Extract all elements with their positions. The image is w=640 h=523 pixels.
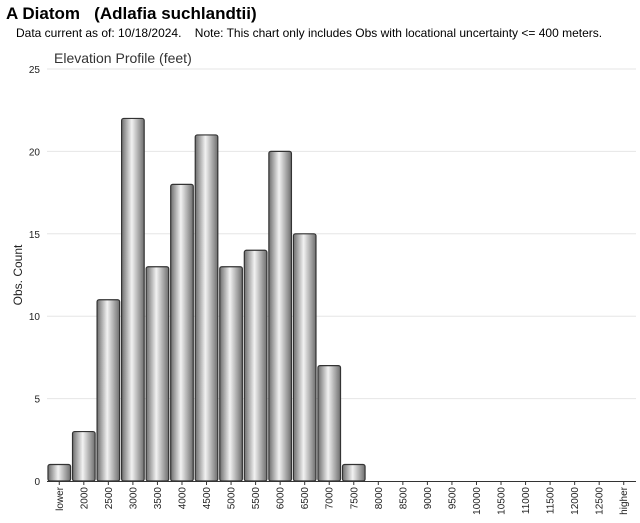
y-axis-label: Obs. Count — [11, 244, 25, 305]
bar-3500 — [145, 266, 170, 482]
y-tick-label: 10 — [29, 312, 41, 323]
chart-title: Elevation Profile (feet) — [54, 50, 192, 66]
x-tick-label-12500: 12500 — [595, 487, 606, 515]
x-tick-label-4500: 4500 — [202, 487, 213, 510]
bar-5000 — [219, 266, 243, 482]
x-tick-label-10500: 10500 — [497, 487, 508, 515]
bar-7000 — [317, 365, 342, 482]
y-tick-label: 20 — [29, 147, 41, 158]
bar-6000 — [268, 150, 293, 482]
y-tick-label: 15 — [29, 230, 41, 241]
x-tick-label-9500: 9500 — [447, 487, 458, 510]
x-tick-label-8000: 8000 — [374, 487, 385, 510]
y-tick-label: 25 — [29, 65, 41, 76]
x-tick-label-10000: 10000 — [472, 487, 483, 515]
x-tick-label-lower: lower — [55, 486, 66, 511]
x-tick-label-higher: higher — [619, 486, 630, 514]
page-title: A Diatom (Adlafia suchlandtii) — [6, 4, 257, 23]
bar-5500 — [243, 249, 268, 482]
x-tick-label-11000: 11000 — [521, 487, 532, 515]
x-tick-label-5000: 5000 — [227, 487, 238, 510]
bar-2500 — [96, 299, 121, 482]
x-tick-label-6000: 6000 — [276, 487, 287, 510]
x-tick-label-3000: 3000 — [128, 487, 139, 510]
data-note: Data current as of: 10/18/2024. Note: Th… — [16, 26, 603, 40]
x-tick-label-11500: 11500 — [546, 487, 557, 515]
bar-4500 — [194, 134, 219, 482]
x-tick-label-2000: 2000 — [79, 487, 90, 510]
bar-7500 — [341, 463, 366, 482]
y-tick-label: 0 — [34, 477, 40, 488]
bar-6500 — [292, 233, 317, 482]
x-tick-label-3500: 3500 — [153, 487, 164, 510]
x-tick-label-2500: 2500 — [104, 487, 115, 510]
bar-lower — [47, 463, 72, 482]
x-tick-label-6500: 6500 — [300, 487, 311, 510]
x-tick-label-7000: 7000 — [325, 487, 336, 510]
x-tick-label-12000: 12000 — [570, 487, 581, 515]
x-tick-label-4000: 4000 — [177, 487, 188, 510]
x-tick-label-9000: 9000 — [423, 487, 434, 510]
bar-2000 — [71, 430, 96, 482]
bar-4000 — [170, 183, 194, 482]
x-tick-label-5500: 5500 — [251, 487, 262, 510]
x-tick-label-8500: 8500 — [398, 487, 409, 510]
x-tick-label-7500: 7500 — [349, 487, 360, 510]
bar-3000 — [121, 117, 145, 482]
y-tick-label: 5 — [34, 395, 40, 406]
